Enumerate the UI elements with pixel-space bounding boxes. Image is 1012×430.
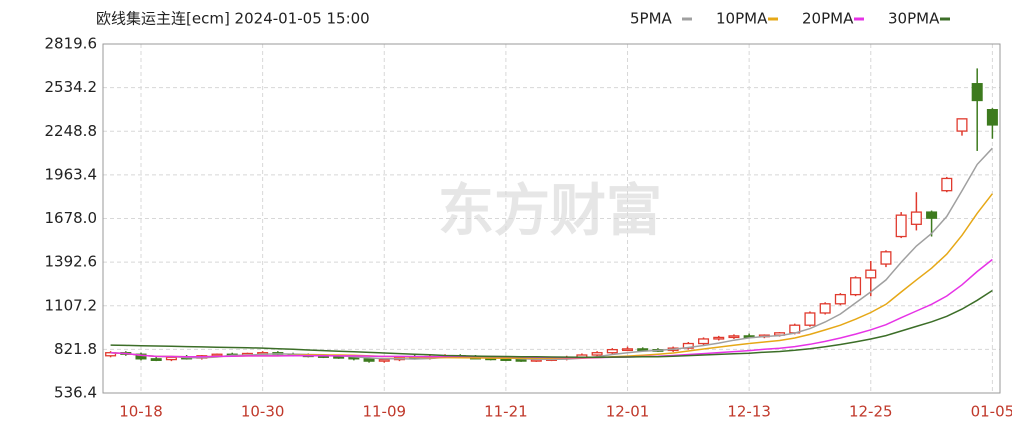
candle-body <box>515 358 527 362</box>
candle-body <box>637 348 649 352</box>
y-tick-label: 1107.2 <box>45 296 98 314</box>
candle-body <box>363 358 375 362</box>
candle-body <box>211 353 223 357</box>
candle-body <box>378 358 390 362</box>
x-tick-label: 12-01 <box>606 403 650 421</box>
candle-body <box>910 211 922 225</box>
candle-body <box>956 118 968 132</box>
legend-label: 5PMA <box>630 10 673 28</box>
x-tick-label: 11-09 <box>362 403 406 421</box>
ma-line <box>110 289 993 359</box>
legend-label: 30PMA <box>888 10 940 28</box>
y-tick-label: 2819.6 <box>45 35 98 53</box>
legend-label: 20PMA <box>802 10 854 28</box>
candle-body <box>941 177 953 192</box>
y-tick-label: 1678.0 <box>45 209 98 227</box>
candle-body <box>713 336 725 340</box>
watermark: 东方财富 <box>438 179 662 244</box>
ma-line <box>110 147 993 361</box>
x-tick-label: 11-21 <box>484 403 528 421</box>
y-tick-label: 1963.4 <box>45 165 98 183</box>
candle-body <box>622 348 634 352</box>
candle-body <box>819 303 831 314</box>
candle-body <box>850 277 862 296</box>
candle-body <box>880 251 892 265</box>
candle-body <box>971 83 983 102</box>
candle-body <box>135 353 147 360</box>
candle-body <box>606 349 618 354</box>
x-tick-label: 12-13 <box>727 403 771 421</box>
candle-body <box>728 335 740 339</box>
candle-body <box>926 211 938 219</box>
y-tick-label: 2248.8 <box>45 122 98 140</box>
candle-body <box>591 352 603 356</box>
x-tick-label: 01-05 <box>971 403 1012 421</box>
x-tick-label: 10-30 <box>241 403 285 421</box>
candle-body <box>834 293 846 305</box>
y-tick-label: 1392.6 <box>45 253 98 271</box>
candle-body <box>986 109 998 126</box>
x-tick-label: 12-25 <box>849 403 893 421</box>
y-tick-label: 821.8 <box>54 340 97 358</box>
y-tick-label: 2534.2 <box>45 78 98 96</box>
candle-body <box>804 312 816 326</box>
chart-title: 欧线集运主连[ecm] 2024-01-05 15:00 <box>96 10 370 28</box>
y-tick-label: 536.4 <box>54 384 97 402</box>
candle-body <box>698 338 710 345</box>
candle-body <box>150 358 162 361</box>
candle-body <box>865 269 877 279</box>
plot-frame <box>102 43 1001 394</box>
ma-line <box>110 258 993 359</box>
candle-body <box>165 356 177 361</box>
x-tick-label: 10-18 <box>119 403 163 421</box>
candle-body <box>895 214 907 238</box>
candle-body <box>500 358 512 361</box>
legend-label: 10PMA <box>716 10 768 28</box>
